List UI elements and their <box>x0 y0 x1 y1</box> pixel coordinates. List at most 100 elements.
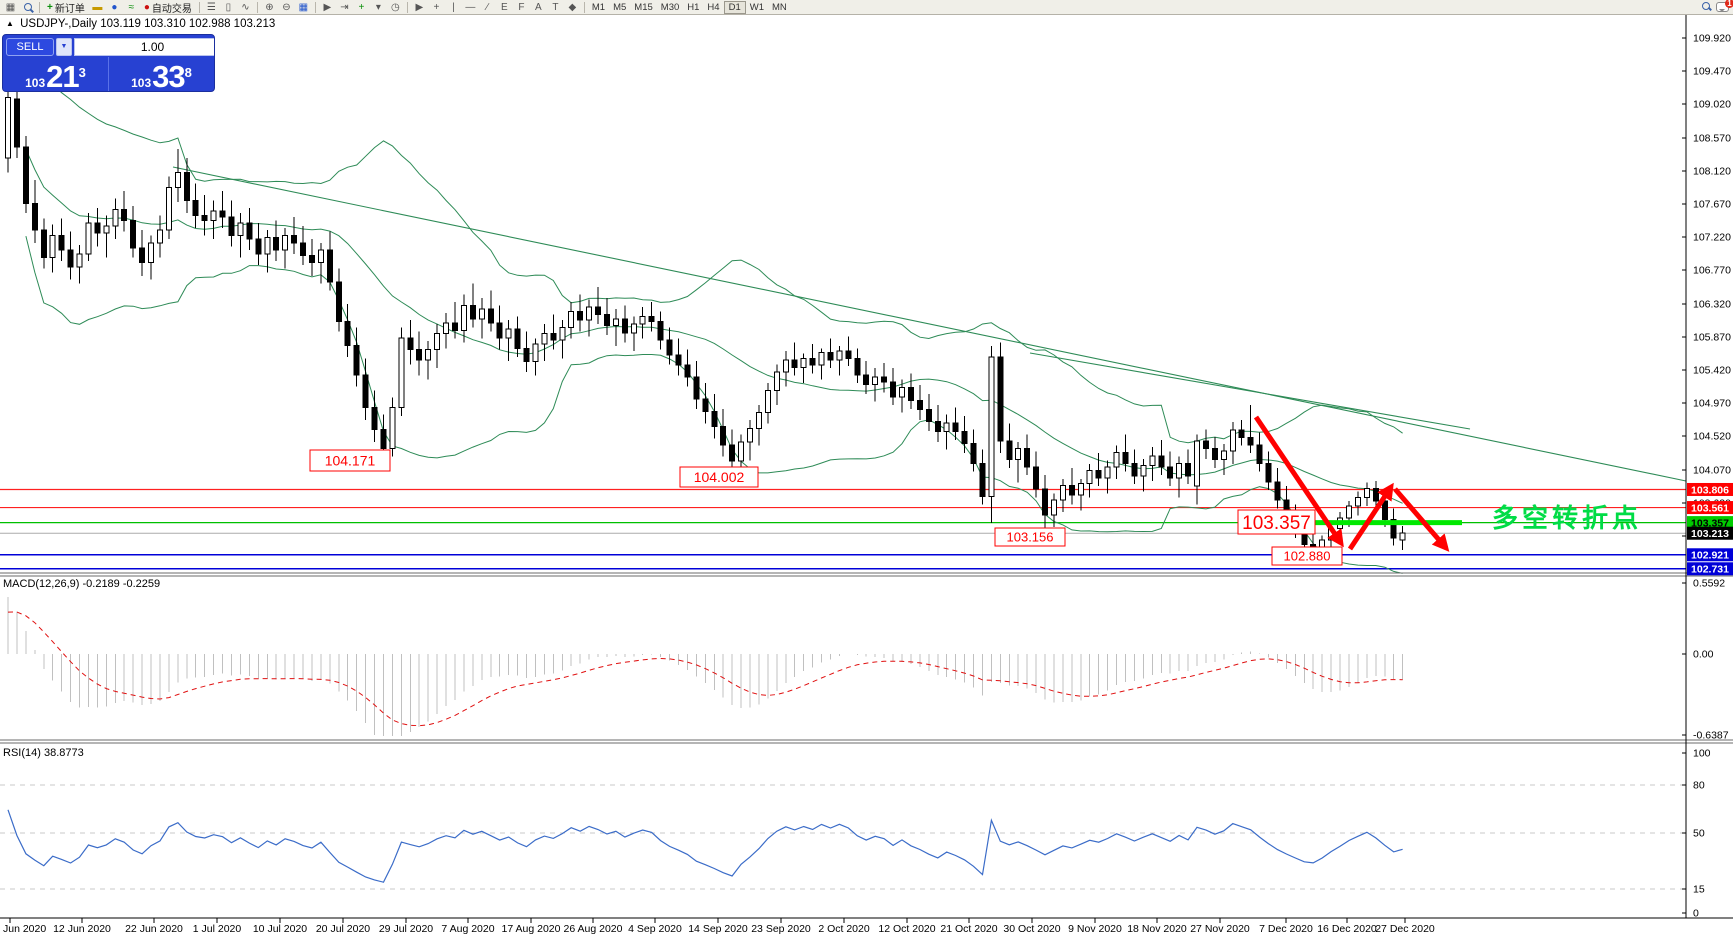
chart-title: ▲ USDJPY-,Daily 103.119 103.310 102.988 … <box>6 18 275 30</box>
candle-body <box>925 409 932 422</box>
axis-tick-label: 108.120 <box>1693 166 1731 178</box>
candle-body <box>362 374 369 408</box>
gold-icon[interactable]: ▬ <box>92 1 103 13</box>
candle-body <box>586 306 593 321</box>
text-tool-icon[interactable]: A <box>535 1 542 13</box>
dropdown-icon[interactable]: ▾ <box>375 1 381 13</box>
add-indicator-icon[interactable]: + <box>358 1 365 13</box>
candle-body <box>1122 451 1129 464</box>
sell-button[interactable]: SELL <box>6 37 54 56</box>
chart-shift-icon[interactable]: ⇥ <box>340 1 349 13</box>
price-annotation-102.880[interactable]: 102.880 <box>1271 546 1343 566</box>
price-axis: 109.920 109.470 109.020 108.570 108.120 107.6… <box>1682 15 1731 920</box>
volume-input[interactable] <box>74 37 214 56</box>
candle-body <box>514 328 521 349</box>
collapse-one-click-icon[interactable]: ▲ <box>6 19 14 28</box>
shapes-icon[interactable]: ◆ <box>568 1 577 13</box>
auto-trading-button[interactable]: ● 自动交易 <box>143 1 192 15</box>
cursor-icon[interactable]: ▶ <box>415 1 424 13</box>
zoom-out-icon[interactable]: ⊖ <box>282 1 291 13</box>
current-price-tag: 103.213 <box>1687 526 1733 540</box>
candle-body <box>657 321 664 341</box>
candle-body <box>1399 532 1406 541</box>
bar-chart-icon[interactable]: ☰ <box>206 1 216 13</box>
chat-icon[interactable]: 1 <box>1716 0 1733 12</box>
candle-body <box>291 234 298 244</box>
sell-price-prefix: 103 <box>25 76 46 90</box>
zoom-in-icon[interactable]: ⊕ <box>265 1 274 13</box>
trendline-2[interactable] <box>1029 352 1471 430</box>
candle-body <box>1220 450 1227 461</box>
vertical-line-icon[interactable]: | <box>452 1 455 13</box>
channel-icon[interactable]: E <box>501 1 508 13</box>
candle-body <box>1176 462 1183 479</box>
fibonacci-icon[interactable]: F <box>518 1 525 13</box>
candle-body <box>1274 481 1281 501</box>
bollinger-upper <box>25 62 1403 444</box>
turning-point-annotation-text[interactable]: 多空转折点 <box>1492 503 1642 533</box>
candle-body <box>460 304 467 332</box>
annotation-value: 103.156 <box>1007 530 1054 545</box>
new-window-icon[interactable]: ▦ <box>5 1 16 13</box>
candle-chart-icon[interactable]: ▯ <box>225 1 232 13</box>
horizontal-line-icon[interactable]: — <box>465 1 476 13</box>
trendline-1[interactable] <box>172 166 1687 482</box>
candle-body <box>1140 465 1147 477</box>
price-tag-102.731: 102.731 <box>1687 562 1733 576</box>
trendline-icon[interactable]: ∕ <box>486 1 489 13</box>
line-chart-icon[interactable]: ∿ <box>241 1 250 13</box>
candle-body <box>76 253 83 268</box>
time-tick-label: 14 Sep 2020 <box>688 923 748 935</box>
timeframe-mn[interactable]: MN <box>771 1 787 13</box>
label-tool-icon[interactable]: T <box>552 1 559 13</box>
timeframe-m5[interactable]: M5 <box>613 1 627 13</box>
timeframe-h1[interactable]: H1 <box>687 1 700 13</box>
timeframe-h4[interactable]: H4 <box>707 1 720 13</box>
forecast-arrow-1[interactable] <box>1253 415 1344 548</box>
crosshair-icon[interactable]: + <box>433 1 440 13</box>
candle-body <box>148 242 155 264</box>
candle-body <box>112 209 119 227</box>
signal-icon[interactable]: ≈ <box>128 1 135 13</box>
period-clock-icon[interactable]: ◷ <box>391 1 400 13</box>
candle-body <box>1372 487 1379 502</box>
price-annotation-103.357[interactable]: 103.357 <box>1237 509 1316 535</box>
timeframe-w1[interactable]: W1 <box>749 1 764 13</box>
sell-price-area[interactable]: 103 21 3 <box>3 57 109 91</box>
candle-body <box>1346 505 1352 519</box>
candle-body <box>1194 440 1201 487</box>
timeframe-d1[interactable]: D1 <box>723 0 746 14</box>
volume-decrease-button[interactable]: ▼ <box>56 37 72 56</box>
buy-price-area[interactable]: 103 33 8 <box>109 57 214 91</box>
candle-body <box>738 441 745 462</box>
forecast-arrow-3[interactable] <box>1393 487 1450 552</box>
timeframe-m30[interactable]: M30 <box>660 1 680 13</box>
candle-body <box>317 249 324 264</box>
price-annotation-104.002[interactable]: 104.002 <box>679 466 759 488</box>
candle-body <box>899 386 905 398</box>
price-annotation-103.156[interactable]: 103.156 <box>994 527 1066 547</box>
candle-body <box>344 321 351 346</box>
search-icon[interactable] <box>1702 1 1710 13</box>
time-tick-label: 20 Jul 2020 <box>316 923 370 935</box>
candle-body <box>1033 466 1040 490</box>
auto-scroll-icon[interactable]: ▶ <box>323 1 332 13</box>
price-annotation-104.171[interactable]: 104.171 <box>309 449 391 472</box>
candle-body <box>1381 500 1388 520</box>
candle-body <box>58 234 65 251</box>
timeframe-m1[interactable]: M1 <box>591 1 606 13</box>
new-order-button[interactable]: + 新订单 <box>47 1 85 15</box>
tile-windows-icon[interactable]: ▦ <box>298 1 309 13</box>
annotation-value: 102.880 <box>1284 549 1331 564</box>
account-icon[interactable]: ● <box>111 1 118 13</box>
candle-body <box>398 337 405 408</box>
price-tag-102.731-bg <box>1687 562 1733 576</box>
candle-body <box>1211 448 1218 461</box>
forecast-arrow-2[interactable] <box>1347 482 1394 551</box>
market-watch-icon[interactable] <box>20 1 35 14</box>
timeframe-m15[interactable]: M15 <box>634 1 653 13</box>
candle-body <box>1086 470 1093 484</box>
toolbar: ▦ + 新订单 ▬ ● ≈ ● 自动交易 ☰ ▯ ∿ ⊕ ⊖ ▦ ▶ ⇥ + ▾… <box>0 0 1733 15</box>
rsi-line <box>7 809 1403 883</box>
